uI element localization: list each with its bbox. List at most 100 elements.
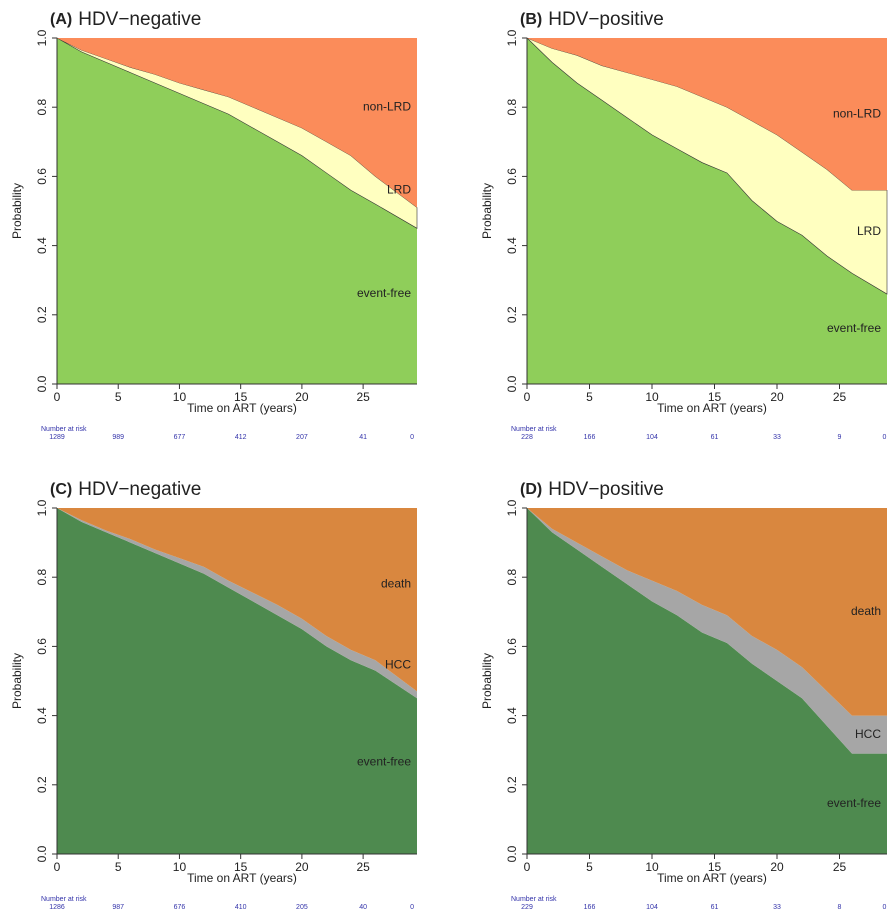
area-event-free	[57, 38, 417, 384]
y-tick-label: 0.6	[505, 638, 519, 655]
risk-value: 205	[296, 904, 308, 911]
risk-value: 1286	[49, 904, 65, 911]
y-tick-label: 1.0	[505, 499, 519, 516]
panel-title: (A) HDV−negative	[50, 9, 201, 30]
y-tick-label: 0.2	[505, 776, 519, 793]
risk-value: 410	[235, 904, 247, 911]
y-tick-label: 0.8	[35, 569, 49, 586]
risk-value: 9	[838, 434, 842, 441]
panel-label: (A)	[50, 11, 72, 28]
y-tick-label: 0.6	[35, 638, 49, 655]
risk-value: 0	[883, 904, 887, 911]
x-tick-label: 10	[173, 860, 187, 874]
y-tick-label: 0.2	[35, 776, 49, 793]
y-tick-label: 0.6	[505, 168, 519, 185]
series-label: LRD	[857, 224, 881, 238]
risk-value: 61	[711, 904, 719, 911]
y-tick-label: 0.8	[35, 99, 49, 116]
x-tick-label: 15	[708, 860, 722, 874]
y-tick-label: 1.0	[505, 29, 519, 46]
y-tick-label: 0.4	[35, 707, 49, 724]
series-label: HCC	[855, 727, 881, 741]
x-tick-label: 10	[645, 860, 659, 874]
area-death	[57, 508, 417, 692]
area-HCC	[527, 508, 887, 754]
risk-label: Number at risk	[511, 896, 557, 903]
y-axis-label: Probability	[10, 653, 24, 709]
x-tick-label: 0	[524, 860, 531, 874]
area-event-free	[527, 508, 887, 854]
risk-value: 228	[521, 434, 533, 441]
area-event-free	[527, 38, 887, 384]
series-label: event-free	[827, 796, 881, 810]
series-label: event-free	[357, 754, 411, 768]
x-tick-label: 25	[356, 860, 370, 874]
panel-title: (B) HDV−positive	[520, 9, 664, 30]
x-tick-label: 20	[295, 390, 309, 404]
x-tick-label: 15	[708, 390, 722, 404]
panel-label: (D)	[520, 481, 542, 498]
y-tick-label: 0.8	[505, 99, 519, 116]
y-tick-label: 0.4	[505, 237, 519, 254]
area-event-free	[57, 508, 417, 854]
x-tick-label: 25	[833, 390, 847, 404]
x-tick-label: 20	[770, 390, 784, 404]
area-death	[527, 508, 887, 716]
y-axis-label: Probability	[480, 653, 494, 709]
risk-value: 0	[410, 904, 414, 911]
x-tick-label: 20	[295, 860, 309, 874]
area-LRD	[526, 37, 888, 295]
risk-value: 61	[711, 434, 719, 441]
panel: event-free HCC death (D) HDV−positive 0.0 0.2 0…	[480, 479, 887, 911]
x-tick-label: 10	[173, 390, 187, 404]
y-tick-label: 0.8	[505, 569, 519, 586]
title-text: HDV−positive	[548, 9, 664, 30]
y-axis-label: Probability	[10, 183, 24, 239]
risk-value: 8	[838, 904, 842, 911]
risk-value: 676	[174, 904, 186, 911]
x-axis-label: Time on ART (years)	[657, 871, 767, 885]
risk-value: 40	[359, 904, 367, 911]
x-tick-label: 0	[524, 390, 531, 404]
title-text: HDV−positive	[548, 479, 664, 500]
series-label: event-free	[357, 286, 411, 300]
risk-value: 0	[883, 434, 887, 441]
series-label: HCC	[385, 658, 411, 672]
panel: event-free LRD non-LRD (B) HDV−positive 0.0 0.…	[480, 9, 888, 441]
risk-value: 104	[646, 904, 658, 911]
series-label: death	[381, 576, 411, 590]
x-tick-label: 5	[586, 390, 593, 404]
risk-label: Number at risk	[41, 426, 87, 433]
y-tick-label: 0.2	[35, 306, 49, 323]
series-label: LRD	[387, 182, 411, 196]
risk-value: 104	[646, 434, 658, 441]
y-axis-label: Probability	[480, 183, 494, 239]
risk-value: 989	[112, 434, 124, 441]
risk-value: 33	[773, 904, 781, 911]
x-tick-label: 10	[645, 390, 659, 404]
risk-value: 166	[584, 904, 596, 911]
title-text: HDV−negative	[78, 479, 201, 500]
title-text: HDV−negative	[78, 9, 201, 30]
x-tick-label: 5	[115, 860, 122, 874]
risk-label: Number at risk	[41, 896, 87, 903]
x-tick-label: 5	[115, 390, 122, 404]
y-tick-label: 0.0	[35, 375, 49, 392]
y-tick-label: 0.2	[505, 306, 519, 323]
risk-value: 412	[235, 434, 247, 441]
x-axis-label: Time on ART (years)	[187, 871, 297, 885]
risk-value: 0	[410, 434, 414, 441]
risk-label: Number at risk	[511, 426, 557, 433]
y-tick-label: 0.0	[35, 845, 49, 862]
x-tick-label: 15	[234, 860, 248, 874]
panel: event-free HCC death (C) HDV−negative 0.0 0.2 0…	[10, 479, 417, 911]
y-tick-label: 0.0	[505, 375, 519, 392]
x-tick-label: 25	[833, 860, 847, 874]
risk-value: 166	[584, 434, 596, 441]
x-tick-label: 0	[54, 390, 61, 404]
x-tick-label: 25	[356, 390, 370, 404]
risk-value: 1289	[49, 434, 65, 441]
series-label: non-LRD	[363, 99, 411, 113]
x-axis-label: Time on ART (years)	[187, 401, 297, 415]
